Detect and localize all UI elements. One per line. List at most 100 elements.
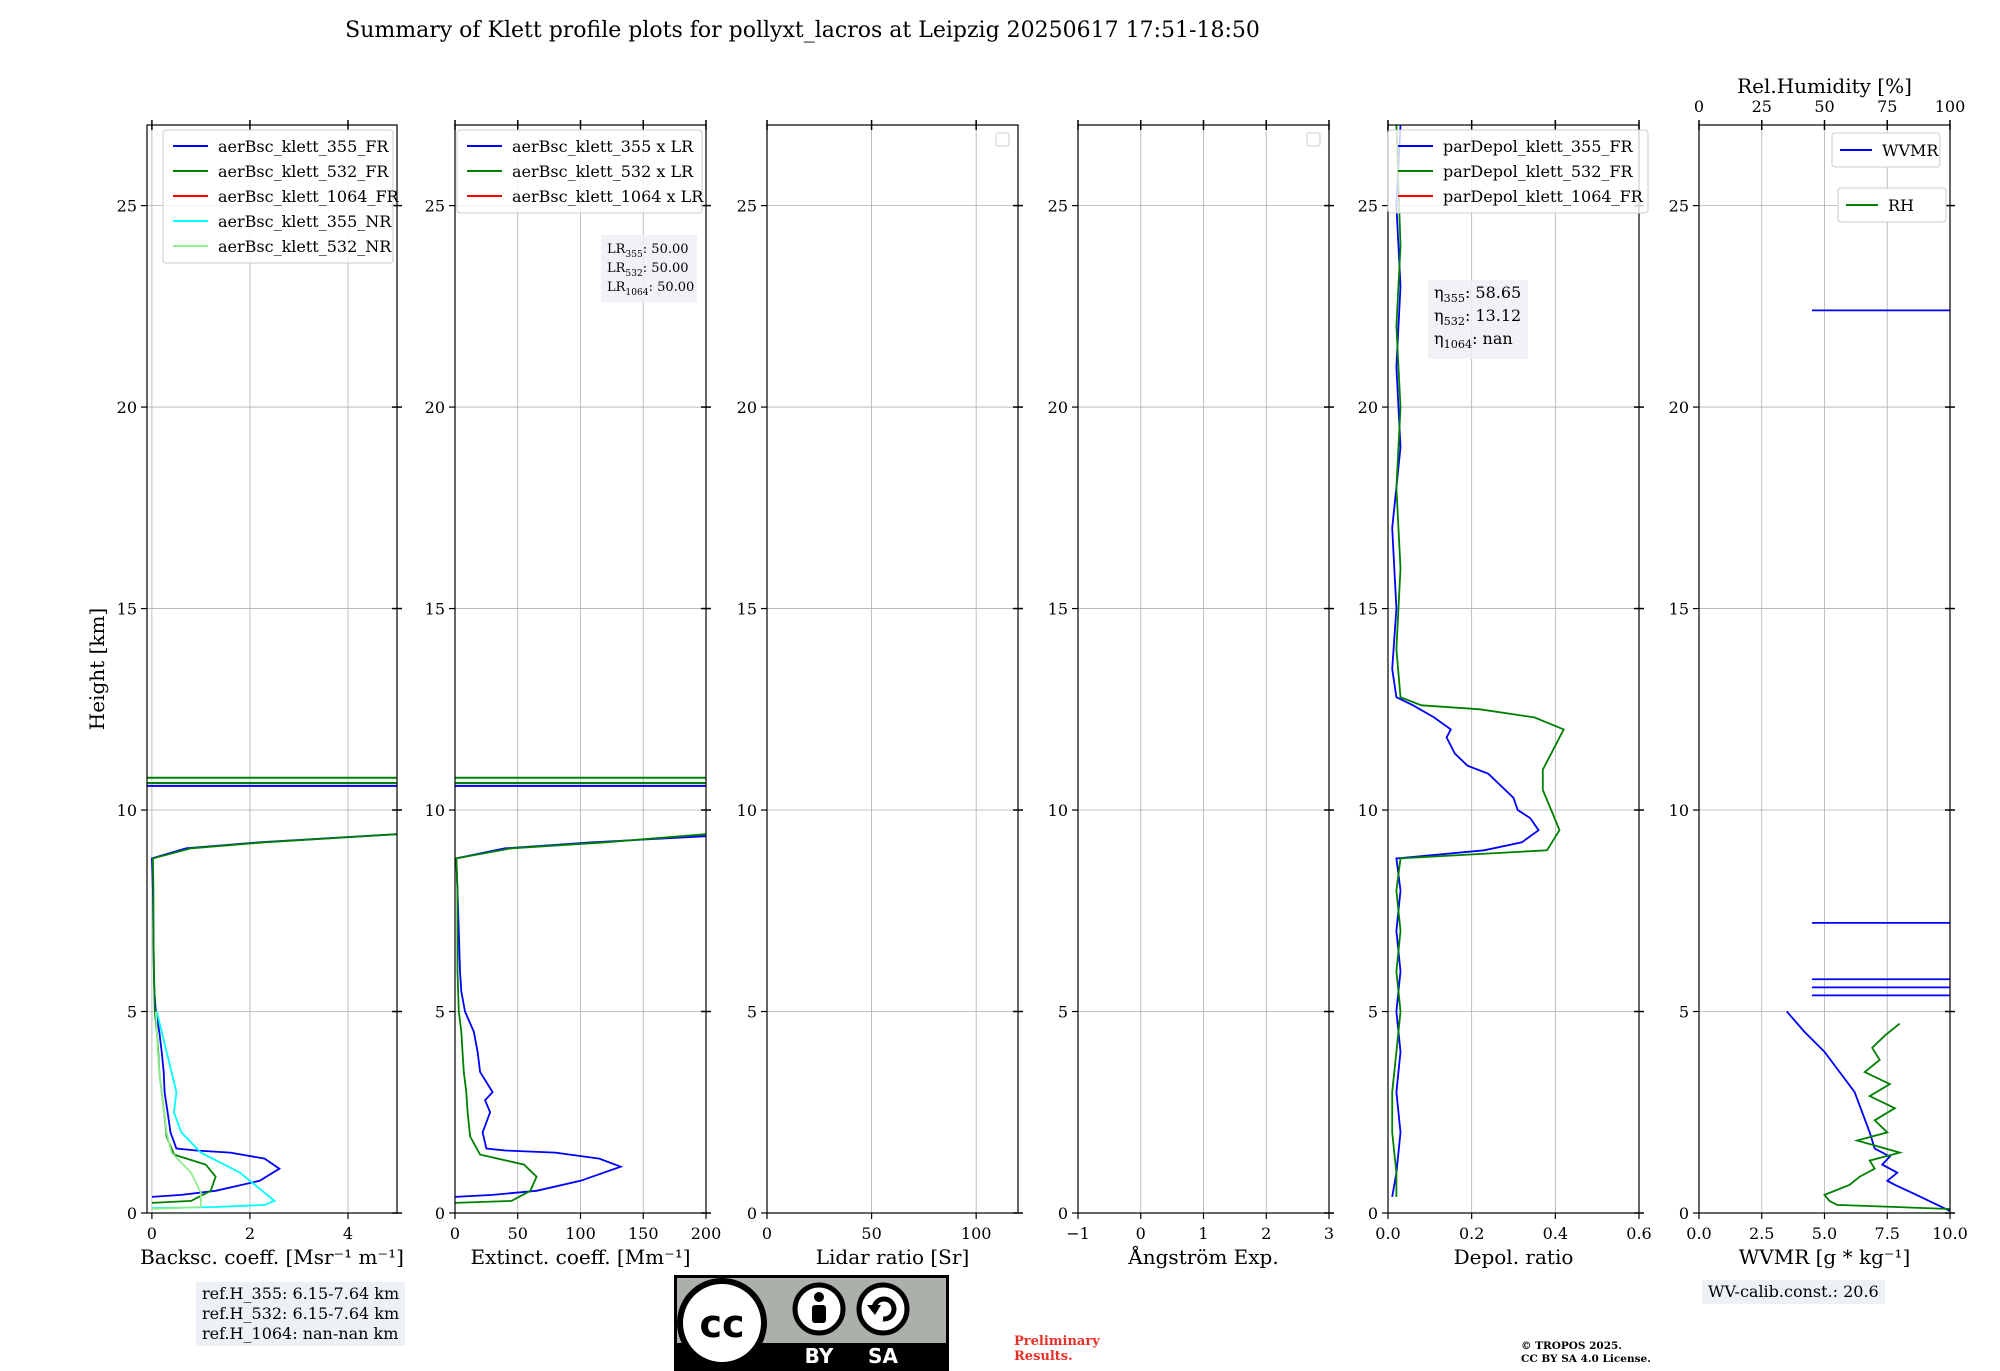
series-line-aerBsc_klett_532 x LR: [455, 833, 706, 1204]
top-x-axis-label: Rel.Humidity [%]: [1737, 74, 1912, 98]
top-x-tick-label: 25: [1752, 97, 1772, 116]
y-tick-label: 15: [1048, 600, 1068, 619]
x-tick-label: 0: [762, 1224, 772, 1243]
y-tick-label: 5: [747, 1003, 757, 1022]
ref-heights-box: ref.H_355: 6.15-7.64 km ref.H_532: 6.15-…: [196, 1282, 406, 1346]
wv-calib-text: WV-calib.const.: 20.6: [1708, 1282, 1879, 1301]
data-layer: [147, 776, 397, 1210]
y-tick-label: 5: [435, 1003, 445, 1022]
annotation-symbol: LR: [607, 280, 627, 295]
legend-bsc: aerBsc_klett_355_FR aerBsc_klett_532_FRae…: [162, 129, 400, 264]
legend-label: WVMR: [1882, 141, 1939, 160]
legend-label: aerBsc_klett_532_NR: [218, 237, 392, 256]
annotation-line: η1064: nan: [1434, 329, 1513, 351]
y-tick-label: 20: [1358, 398, 1378, 417]
y-tick-label: 15: [117, 600, 137, 619]
legend-label: parDepol_klett_355_FR: [1443, 137, 1634, 156]
sa-arrow-icon: [856, 1282, 910, 1336]
series-line-parDepol_klett_532_FR: [1391, 125, 1565, 1197]
x-tick-label: −1: [1066, 1224, 1090, 1243]
top-x-tick-label: 100: [1935, 97, 1966, 116]
annotation-symbol: LR: [607, 242, 627, 257]
x-tick-label: 10.0: [1932, 1224, 1968, 1243]
annotation-symbol: η: [1434, 306, 1444, 325]
wv-calib-box: WV-calib.const.: 20.6: [1702, 1280, 1885, 1304]
x-axis-label: Backsc. coeff. [Msr⁻¹ m⁻¹]: [140, 1245, 404, 1269]
x-tick-label: 0: [450, 1224, 460, 1243]
annotation-line: LR355: 50.00: [607, 242, 689, 260]
y-tick-label: 10: [737, 801, 757, 820]
x-tick-label: 0.0: [1375, 1224, 1400, 1243]
ref-height-532: ref.H_532: 6.15-7.64 km: [202, 1304, 400, 1323]
legend-depol: parDepol_klett_355_FR parDepol_klett_532_…: [1387, 129, 1649, 214]
axes-frame: [1387, 124, 1640, 1214]
by-label: BY: [805, 1344, 834, 1368]
y-tick-label: 20: [425, 398, 445, 417]
x-tick-label: 0.2: [1459, 1224, 1484, 1243]
y-tick-label: 0: [1058, 1204, 1068, 1223]
y-tick-label: 0: [127, 1204, 137, 1223]
x-tick-label: 50: [861, 1224, 881, 1243]
cc-by-sa-badge: cc BY SA: [674, 1275, 949, 1371]
series-line-parDepol_klett_355_FR: [1391, 125, 1540, 1198]
x-tick-label: 0: [1136, 1224, 1146, 1243]
panel-wv: 0.0 2.5 5.0 7.5 10.0 WVMR [g * kg⁻¹] 0 5 10 15 20 2…: [1669, 74, 1968, 1269]
annotation-symbol: η: [1434, 329, 1444, 348]
empty-legend-box: [995, 132, 1010, 147]
annotation-symbol: η: [1434, 283, 1444, 302]
x-tick-label: 200: [691, 1224, 722, 1243]
x-tick-label: 2.5: [1749, 1224, 1774, 1243]
y-tick-label: 20: [117, 398, 137, 417]
legend-label: aerBsc_klett_532 x LR: [512, 162, 694, 181]
series-line-RH: [1823, 1022, 1950, 1210]
y-tick-label: 15: [425, 600, 445, 619]
y-tick-label: 5: [1368, 1003, 1378, 1022]
annotation-line: LR532: 50.00: [607, 261, 689, 279]
series-line-WVMR: [1786, 1010, 1950, 1212]
y-tick-label: 10: [1669, 801, 1689, 820]
panel-bsc: 0 2 4 Backsc. coeff. [Msr⁻¹ m⁻¹] 0 5 10 15 20 25 a…: [117, 120, 404, 1269]
data-layer: [455, 776, 706, 1204]
x-axis-label: WVMR [g * kg⁻¹]: [1739, 1245, 1911, 1269]
y-tick-label: 25: [1669, 197, 1689, 216]
x-tick-label: 7.5: [1875, 1224, 1900, 1243]
legend-label: aerBsc_klett_355_FR: [218, 137, 389, 156]
ref-height-355: ref.H_355: 6.15-7.64 km: [202, 1284, 400, 1303]
x-axis-label: Depol. ratio: [1454, 1245, 1574, 1269]
legend-box: [1387, 129, 1649, 214]
annotation-value: : 50.00: [643, 242, 689, 257]
annotation-line: η532: 13.12: [1434, 306, 1521, 328]
axes-frame: [766, 124, 1019, 1214]
x-tick-label: 2: [1261, 1224, 1271, 1243]
legend-label: parDepol_klett_1064_FR: [1443, 187, 1644, 206]
annotation-subscript: 532: [1444, 315, 1465, 328]
y-tick-label: 10: [117, 801, 137, 820]
y-tick-label: 5: [127, 1003, 137, 1022]
legend-label: aerBsc_klett_532_FR: [218, 162, 389, 181]
y-tick-label: 0: [435, 1204, 445, 1223]
y-tick-label: 15: [737, 600, 757, 619]
legend-label: aerBsc_klett_355 x LR: [512, 137, 694, 156]
x-tick-label: 3: [1324, 1224, 1334, 1243]
legend-box: [456, 129, 703, 214]
x-tick-label: 2: [245, 1224, 255, 1243]
x-axis-label: Extinct. coeff. [Mm⁻¹]: [470, 1245, 690, 1269]
cc-letters: cc: [699, 1302, 744, 1346]
ref-height-1064: ref.H_1064: nan-nan km: [202, 1324, 399, 1343]
figure-title: Summary of Klett profile plots for polly…: [345, 18, 1260, 43]
top-x-tick-label: 75: [1877, 97, 1897, 116]
x-tick-label: 0.4: [1543, 1224, 1568, 1243]
legend-box: [162, 129, 394, 264]
x-tick-label: 4: [343, 1224, 353, 1243]
top-x-tick-label: 50: [1814, 97, 1834, 116]
y-tick-label: 5: [1679, 1003, 1689, 1022]
x-tick-label: 0.6: [1626, 1224, 1651, 1243]
y-tick-label: 0: [1679, 1204, 1689, 1223]
y-tick-label: 25: [425, 197, 445, 216]
annotation-value: : 13.12: [1465, 306, 1521, 325]
y-tick-label: 25: [737, 197, 757, 216]
